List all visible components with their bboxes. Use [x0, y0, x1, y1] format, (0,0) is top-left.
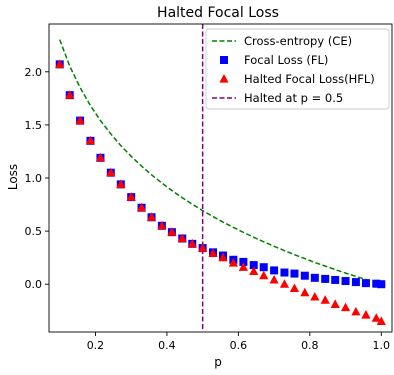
x-tick-label: 0.8 — [301, 339, 319, 352]
y-tick-label: 2.0 — [25, 66, 43, 79]
hfl-point — [289, 283, 300, 293]
fl-point — [372, 279, 381, 288]
hfl-point — [116, 179, 126, 188]
x-tick-label: 0.6 — [230, 339, 248, 352]
legend-swatch-square — [220, 56, 228, 64]
hfl-point — [259, 270, 269, 280]
hfl-point — [65, 90, 75, 99]
hfl-point — [95, 152, 106, 162]
legend: Cross-entropy (CE) Focal Loss (FL) Halted … — [205, 28, 390, 110]
data-layer — [55, 24, 386, 332]
y-axis-label: Loss — [6, 164, 20, 190]
hfl-point — [177, 233, 187, 243]
y-tick-label: 1.5 — [25, 119, 43, 132]
hfl-point — [228, 257, 238, 267]
hfl-point — [376, 316, 386, 325]
hfl-point — [371, 313, 381, 322]
y-tick-label: 0.5 — [25, 225, 43, 238]
fl-point — [377, 280, 386, 289]
hfl-point — [136, 202, 147, 212]
hfl-point — [361, 310, 371, 319]
fl-point — [351, 278, 360, 287]
hfl-point — [351, 306, 361, 316]
hfl-point — [106, 167, 116, 177]
hfl-point — [167, 227, 177, 236]
legend-swatch-triangle — [219, 74, 229, 83]
hfl-point — [340, 302, 351, 312]
hfl-point — [157, 220, 167, 230]
x-tick-label: 1.0 — [373, 339, 391, 352]
fl-point — [331, 275, 340, 284]
fl-point — [259, 263, 268, 272]
fl-point — [290, 269, 299, 278]
hfl-point — [269, 274, 279, 284]
legend-label: Halted at p = 0.5 — [244, 91, 343, 105]
fl-point — [249, 261, 258, 270]
fl-point — [239, 257, 248, 266]
hfl-point — [208, 248, 218, 258]
y-tick-label: 0.0 — [25, 278, 43, 291]
hfl-point — [146, 212, 157, 221]
fl-point — [280, 268, 289, 277]
hfl-point — [300, 287, 310, 297]
hfl-point — [187, 238, 197, 248]
fl-point — [361, 279, 370, 288]
fl-point — [310, 273, 319, 282]
fl-point — [341, 277, 350, 286]
fl-point — [300, 271, 309, 280]
y-tick-label: 1.0 — [25, 172, 43, 185]
hfl-point — [198, 243, 208, 252]
ce-series-line — [59, 39, 382, 285]
hfl-point — [85, 135, 96, 145]
hfl-point — [55, 59, 65, 68]
x-tick-label: 0.4 — [158, 339, 176, 352]
hfl-point — [218, 252, 228, 262]
x-tick-label: 0.2 — [87, 339, 105, 352]
fl-point — [321, 274, 330, 283]
plot-area: 0.2 0.4 0.6 0.8 1.0 0.0 0.5 1.0 1.5 2.0 — [25, 23, 393, 352]
hfl-point — [310, 291, 320, 301]
legend-label: Cross-entropy (CE) — [244, 34, 352, 48]
hfl-point — [126, 192, 136, 201]
hfl-point — [320, 295, 330, 304]
hfl-point — [75, 115, 85, 125]
fl-point — [270, 266, 279, 275]
hfl-point — [238, 262, 248, 271]
legend-label: Focal Loss (FL) — [244, 53, 328, 67]
hfl-point — [279, 279, 290, 288]
x-axis-label: p — [214, 355, 222, 369]
legend-box — [205, 28, 390, 110]
legend-label: Halted Focal Loss(HFL) — [244, 72, 375, 86]
chart-title: Halted Focal Loss — [157, 5, 279, 21]
hfl-point — [330, 299, 340, 308]
hfl-point — [249, 266, 259, 276]
